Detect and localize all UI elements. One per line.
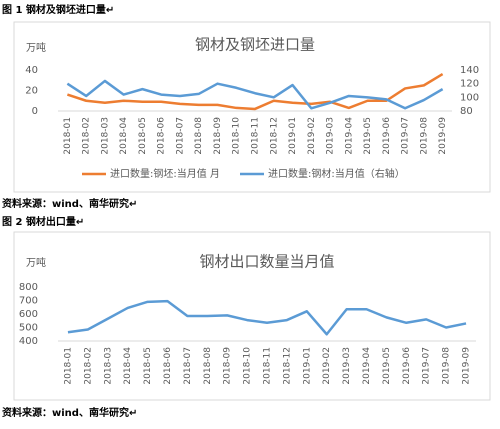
x-tick-label: 2019-02 [322,347,332,385]
source: 资料来源：wind、南华研究↵ [2,406,137,419]
x-tick-label: 2019-05 [363,117,373,155]
y-tick-label: 0 [32,106,38,117]
x-tick-label: 2018-12 [269,117,279,155]
x-tick-label: 2018-08 [203,347,213,385]
x-tick-label: 2019-09 [462,347,472,385]
x-tick-label: 2018-11 [251,117,261,155]
x-tick-label: 2018-10 [232,117,242,155]
legend-label: 进口数量:钢坯:当月值 月 [110,167,220,180]
x-tick-label: 2018-05 [143,347,153,385]
line [66,79,444,110]
y-tick-label: 400 [19,336,38,347]
x-tick-label: 2019-06 [382,117,392,155]
source: 资料来源：wind、南华研究↵ [2,197,137,210]
chart-title: 钢材及钢坯进口量 [195,36,315,54]
y-tick-label: 600 [19,309,38,320]
x-tick-label: 2018-11 [263,347,273,385]
y-tick-label: 500 [19,323,38,334]
x-tick-label: 2018-07 [183,347,193,385]
x-tick-label: 2018-07 [175,117,185,155]
y2-tick-label: 120 [460,79,479,90]
chart-frame [13,231,491,401]
x-tick-label: 2019-01 [288,117,298,155]
x-tick-label: 2018-02 [82,117,92,155]
x-tick-label: 2018-05 [138,117,148,155]
y-tick-label: 800 [19,282,38,293]
y-tick-label: 20 [25,86,38,97]
x-tick-label: 2018-08 [194,117,204,155]
caption: 图 1 钢材及钢坯进口量↵ [2,3,114,16]
x-tick-label: 2018-03 [100,117,110,155]
chart-title: 钢材出口数量当月值 [199,253,334,271]
x-tick-label: 2018-06 [163,347,173,385]
x-tick-label: 2018-10 [243,347,253,385]
x-tick-label: 2019-05 [382,347,392,385]
x-tick-label: 2019-04 [362,347,372,385]
x-tick-label: 2019-08 [442,347,452,385]
x-tick-label: 2018-09 [213,117,223,155]
x-tick-label: 2019-07 [422,347,432,385]
x-tick-label: 2018-04 [123,347,133,385]
x-tick-label: 2019-02 [307,117,317,155]
y2-tick-label: 100 [460,92,479,103]
x-tick-label: 2019-03 [342,347,352,385]
line [67,299,467,336]
x-tick-label: 2018-01 [63,347,73,385]
chart-frame [13,21,491,193]
x-tick-label: 2018-06 [157,117,167,155]
x-tick-label: 2019-06 [402,347,412,385]
y-tick-label: 40 [25,65,38,76]
caption: 图 2 钢材出口量↵ [2,215,84,228]
x-tick-label: 2018-01 [63,117,73,155]
x-tick-label: 2018-02 [83,347,93,385]
x-tick-label: 2018-09 [223,347,233,385]
y-axis-label: 万吨 [26,256,46,269]
x-tick-label: 2019-08 [419,117,429,155]
y-tick-label: 700 [19,296,38,307]
x-tick-label: 2019-03 [326,117,336,155]
line [66,73,444,111]
legend-label: 进口数量:钢材:当月值（右轴） [268,167,405,180]
y-axis-label: 万吨 [26,41,46,54]
x-tick-label: 2019-09 [438,117,448,155]
x-tick-label: 2019-04 [344,117,354,155]
x-tick-label: 2018-04 [119,117,129,155]
x-tick-label: 2019-07 [401,117,411,155]
y2-tick-label: 80 [460,106,473,117]
x-tick-label: 2019-01 [302,347,312,385]
y2-tick-label: 140 [460,65,479,76]
x-tick-label: 2018-12 [282,347,292,385]
x-tick-label: 2018-03 [103,347,113,385]
